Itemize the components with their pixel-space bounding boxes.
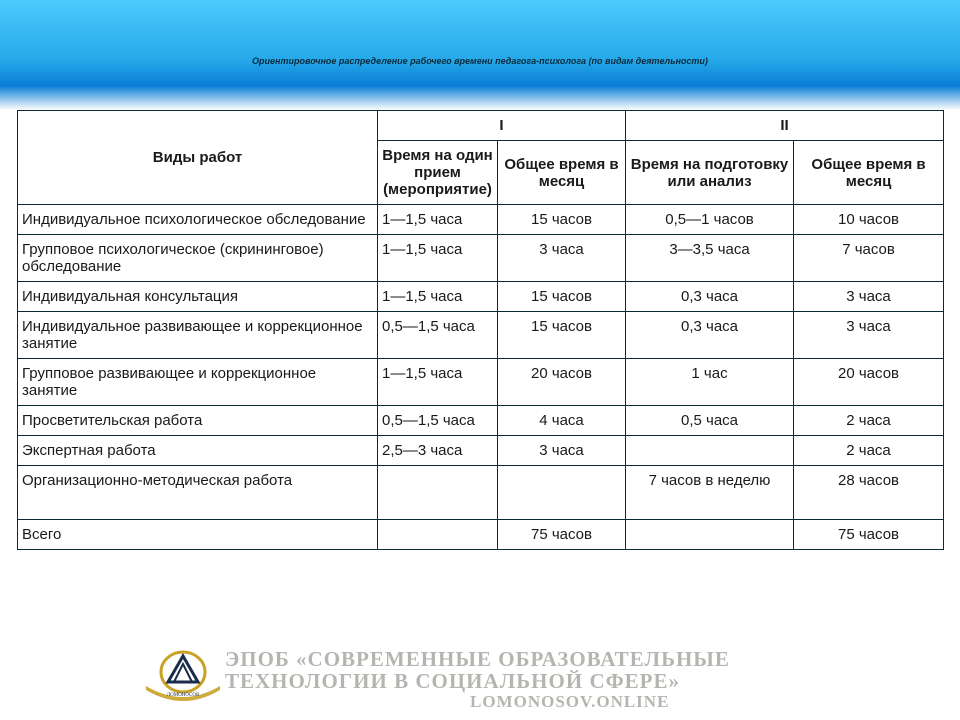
slide-title: Ориентировочное распределение рабочего в…: [0, 56, 960, 66]
cell-c3: 0,5 часа: [626, 406, 794, 436]
cell-c3: 3—3,5 часа: [626, 235, 794, 282]
cell-c3: [626, 520, 794, 550]
col-rowlabel: Виды работ: [18, 111, 378, 205]
cell-c1: 1—1,5 часа: [378, 282, 498, 312]
slide: Ориентировочное распределение рабочего в…: [0, 0, 960, 720]
table-row: Экспертная работа2,5—3 часа3 часа 2 часа: [18, 436, 944, 466]
table-row: Всего 75 часов 75 часов: [18, 520, 944, 550]
cell-c4: 10 часов: [794, 205, 944, 235]
svg-text:ЛОМОНОСОВ: ЛОМОНОСОВ: [167, 693, 200, 698]
table-row: Организационно-методическая работа 7 часо…: [18, 466, 944, 520]
cell-c2: 15 часов: [498, 312, 626, 359]
cell-label: Организационно-методическая работа: [18, 466, 378, 520]
table-row: Индивидуальная консультация1—1,5 часа15 …: [18, 282, 944, 312]
col-c2: Общее время в месяц: [498, 141, 626, 205]
col-c4: Общее время в месяц: [794, 141, 944, 205]
cell-c2: 3 часа: [498, 436, 626, 466]
footer: ЛОМОНОСОВ ЭПОБ «СОВРЕМЕННЫЕ ОБРАЗОВАТЕЛЬ…: [0, 646, 960, 714]
table-row: Групповое развивающее и коррекционное за…: [18, 359, 944, 406]
table-body: Индивидуальное психологическое обследова…: [18, 205, 944, 550]
cell-c4: 20 часов: [794, 359, 944, 406]
work-types-table: Виды работ I II Время на один прием (мер…: [17, 110, 944, 550]
cell-label: Индивидуальное психологическое обследова…: [18, 205, 378, 235]
table-row: Индивидуальное развивающее и коррекционн…: [18, 312, 944, 359]
cell-c2: [498, 466, 626, 520]
cell-c4: 2 часа: [794, 436, 944, 466]
col-c1: Время на один прием (мероприятие): [378, 141, 498, 205]
header-banner: [0, 0, 960, 110]
cell-c1: 1—1,5 часа: [378, 359, 498, 406]
cell-c3: 0,3 часа: [626, 282, 794, 312]
cell-label: Групповое развивающее и коррекционное за…: [18, 359, 378, 406]
cell-c4: 2 часа: [794, 406, 944, 436]
cell-c1: [378, 520, 498, 550]
cell-c2: 20 часов: [498, 359, 626, 406]
cell-c3: [626, 436, 794, 466]
cell-c1: 0,5—1,5 часа: [378, 312, 498, 359]
cell-label: Групповое психологическое (скрининговое)…: [18, 235, 378, 282]
cell-label: Просветительская работа: [18, 406, 378, 436]
col-c3: Время на подготовку или анализ: [626, 141, 794, 205]
cell-c4: 75 часов: [794, 520, 944, 550]
cell-c2: 15 часов: [498, 282, 626, 312]
table-row: Индивидуальное психологическое обследова…: [18, 205, 944, 235]
cell-c3: 0,3 часа: [626, 312, 794, 359]
col-group-1: I: [378, 111, 626, 141]
footer-line1: ЭПОБ «СОВРЕМЕННЫЕ ОБРАЗОВАТЕЛЬНЫЕ: [225, 648, 945, 670]
crest-logo: ЛОМОНОСОВ: [138, 646, 228, 708]
cell-c1: 1—1,5 часа: [378, 205, 498, 235]
cell-c1: 1—1,5 часа: [378, 235, 498, 282]
table-row: Групповое психологическое (скрининговое)…: [18, 235, 944, 282]
cell-c3: 7 часов в неделю: [626, 466, 794, 520]
cell-c1: 0,5—1,5 часа: [378, 406, 498, 436]
cell-c4: 7 часов: [794, 235, 944, 282]
cell-c2: 15 часов: [498, 205, 626, 235]
footer-org: ЭПОБ «СОВРЕМЕННЫЕ ОБРАЗОВАТЕЛЬНЫЕ ТЕХНОЛ…: [225, 648, 945, 692]
cell-c4: 28 часов: [794, 466, 944, 520]
cell-c3: 1 час: [626, 359, 794, 406]
cell-c3: 0,5—1 часов: [626, 205, 794, 235]
cell-label: Индивидуальная консультация: [18, 282, 378, 312]
cell-c4: 3 часа: [794, 312, 944, 359]
footer-url: LOMONOSOV.ONLINE: [470, 692, 669, 712]
cell-c2: 4 часа: [498, 406, 626, 436]
footer-line2: ТЕХНОЛОГИИ В СОЦИАЛЬНОЙ СФЕРЕ»: [225, 670, 945, 692]
cell-label: Индивидуальное развивающее и коррекционн…: [18, 312, 378, 359]
cell-c4: 3 часа: [794, 282, 944, 312]
col-group-2: II: [626, 111, 944, 141]
table-container: Виды работ I II Время на один прием (мер…: [17, 110, 943, 550]
cell-c2: 75 часов: [498, 520, 626, 550]
cell-label: Всего: [18, 520, 378, 550]
cell-c1: 2,5—3 часа: [378, 436, 498, 466]
table-row: Просветительская работа0,5—1,5 часа4 час…: [18, 406, 944, 436]
cell-c2: 3 часа: [498, 235, 626, 282]
cell-c1: [378, 466, 498, 520]
cell-label: Экспертная работа: [18, 436, 378, 466]
